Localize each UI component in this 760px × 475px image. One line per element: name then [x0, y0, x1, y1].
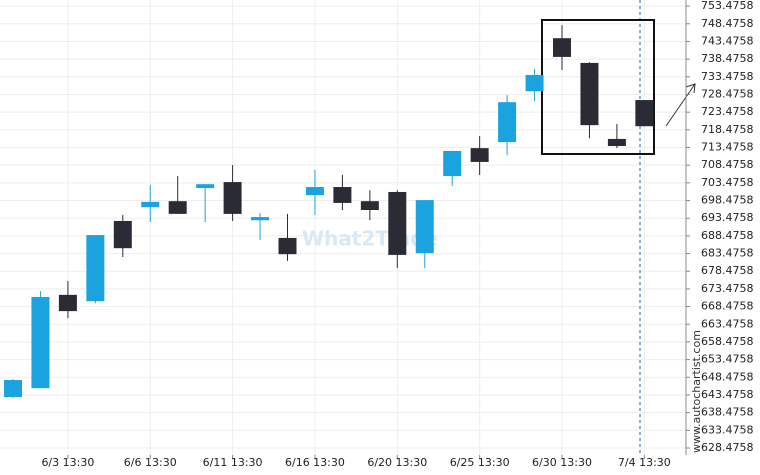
y-tick-label: 718.4758: [701, 123, 754, 136]
y-tick-label: 628.4758: [701, 441, 754, 454]
y-tick-label: 668.4758: [701, 300, 754, 313]
candle-body: [470, 148, 489, 162]
y-tick-label: 688.4758: [701, 229, 754, 242]
candle-body: [443, 150, 462, 177]
candle-body: [278, 237, 297, 255]
y-tick-label: 643.4758: [701, 388, 754, 401]
y-tick-label: 673.4758: [701, 282, 754, 295]
y-tick-label: 638.4758: [701, 406, 754, 419]
x-tick-label: 6/6 13:30: [124, 456, 177, 469]
candle-body: [333, 187, 352, 203]
candle-body: [553, 38, 571, 57]
y-tick-label: 738.4758: [701, 52, 754, 65]
candle-body: [580, 62, 599, 126]
trend-arrow: [665, 83, 696, 127]
y-tick-label: 703.4758: [701, 176, 754, 189]
y-tick-label: 678.4758: [701, 264, 754, 277]
candle-body: [168, 201, 187, 214]
candle-body: [31, 296, 50, 389]
y-tick-label: 683.4758: [701, 247, 754, 260]
x-tick-label: 6/30 13:30: [532, 456, 592, 469]
candle-body: [525, 74, 544, 92]
y-tick-label: 713.4758: [701, 141, 754, 154]
candle-body: [196, 184, 215, 189]
y-tick-label: 743.4758: [701, 34, 754, 47]
watermark: What2Trade: [302, 227, 438, 251]
y-tick-label: 723.4758: [701, 105, 754, 118]
candle-body: [498, 102, 517, 143]
x-tick-label: 6/16 13:30: [285, 456, 345, 469]
y-tick-label: 708.4758: [701, 158, 754, 171]
x-tick-label: 6/25 13:30: [450, 456, 510, 469]
candle-body: [58, 294, 77, 312]
candle-body: [305, 187, 324, 196]
candle-body: [141, 201, 160, 208]
x-tick-label: 7/4 13:30: [618, 456, 671, 469]
candle-body: [4, 380, 22, 398]
y-tick-label: 658.4758: [701, 335, 754, 348]
candle-body: [223, 182, 242, 214]
candle-body: [86, 235, 105, 302]
y-tick-label: 698.4758: [701, 194, 754, 207]
y-tick-label: 648.4758: [701, 370, 754, 383]
candle-body: [635, 100, 654, 127]
candle-body: [388, 191, 407, 255]
y-tick-label: 633.4758: [701, 423, 754, 436]
source: www.autochartist.com: [690, 330, 703, 453]
candle-body: [415, 200, 434, 254]
y-tick-label: 663.4758: [701, 317, 754, 330]
x-tick-label: 6/11 13:30: [203, 456, 263, 469]
y-tick-label: 653.4758: [701, 353, 754, 366]
x-tick-label: 6/20 13:30: [367, 456, 427, 469]
y-tick-label: 748.4758: [701, 17, 754, 30]
candle-body: [360, 201, 379, 210]
candle-body: [113, 220, 132, 249]
x-tick-label: 6/3 13:30: [41, 456, 94, 469]
y-tick-label: 733.4758: [701, 70, 754, 83]
candle-body: [251, 217, 270, 221]
candle-body: [607, 138, 626, 147]
y-tick-label: 693.4758: [701, 211, 754, 224]
y-tick-label: 753.4758: [701, 0, 754, 12]
y-tick-label: 728.4758: [701, 87, 754, 100]
